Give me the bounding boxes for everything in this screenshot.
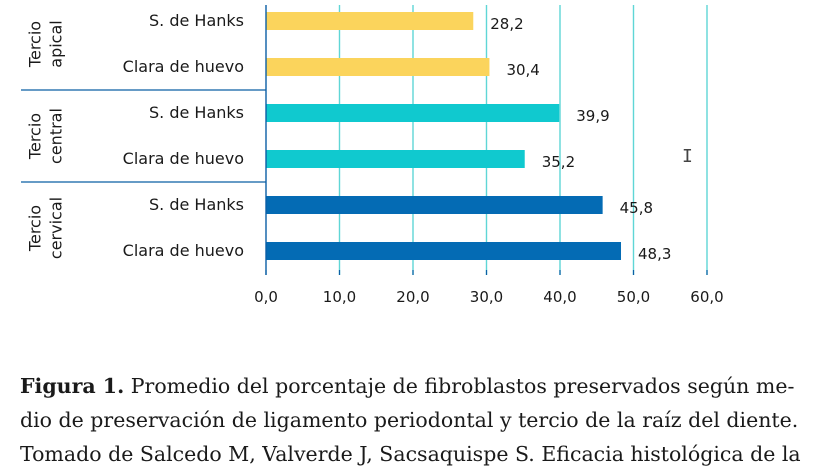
x-tick-label: 60,0: [690, 288, 723, 306]
category-label: Clara de huevo: [123, 149, 244, 168]
category-label: S. de Hanks: [149, 195, 244, 214]
category-label: Clara de huevo: [123, 241, 244, 260]
category-label: S. de Hanks: [149, 11, 244, 30]
group-label: central: [47, 108, 66, 164]
data-label: 39,9: [576, 107, 609, 125]
data-label: 48,3: [638, 245, 671, 263]
x-tick-label: 10,0: [323, 288, 356, 306]
x-tick-label: 40,0: [543, 288, 576, 306]
x-tick-label: 0,0: [254, 288, 278, 306]
caption-line-1: Figura 1. Promedio del porcentaje de fib…: [20, 369, 815, 403]
x-tick-label: 50,0: [617, 288, 650, 306]
text-cursor-icon: I: [682, 146, 693, 167]
category-label: Clara de huevo: [123, 57, 244, 76]
data-label: 45,8: [620, 199, 653, 217]
bar: [266, 150, 525, 168]
group-label: apical: [47, 20, 66, 67]
bar: [266, 104, 560, 122]
bar: [266, 12, 474, 30]
caption-line-3: Tomado de Salcedo M, Valverde J, Sacsaqu…: [20, 442, 801, 466]
bar: [266, 196, 603, 214]
group-label: Tercio: [26, 113, 45, 160]
data-label: 28,2: [490, 15, 523, 33]
caption-line-2: dio de preservación de ligamento periodo…: [20, 408, 799, 432]
data-label: 35,2: [542, 153, 575, 171]
category-label: S. de Hanks: [149, 103, 244, 122]
group-label: Tercio: [26, 21, 45, 68]
group-label: Tercio: [26, 205, 45, 252]
caption-text-1: Promedio del porcentaje de fibroblastos …: [130, 374, 795, 398]
data-label: 30,4: [506, 61, 539, 79]
bar: [266, 58, 490, 76]
group-label: cervical: [47, 197, 66, 259]
x-tick-label: 20,0: [396, 288, 429, 306]
bar: [266, 242, 622, 260]
x-tick-label: 30,0: [470, 288, 503, 306]
figure-caption: Figura 1. Promedio del porcentaje de fib…: [20, 369, 815, 471]
caption-lead: Figura 1.: [20, 374, 125, 398]
